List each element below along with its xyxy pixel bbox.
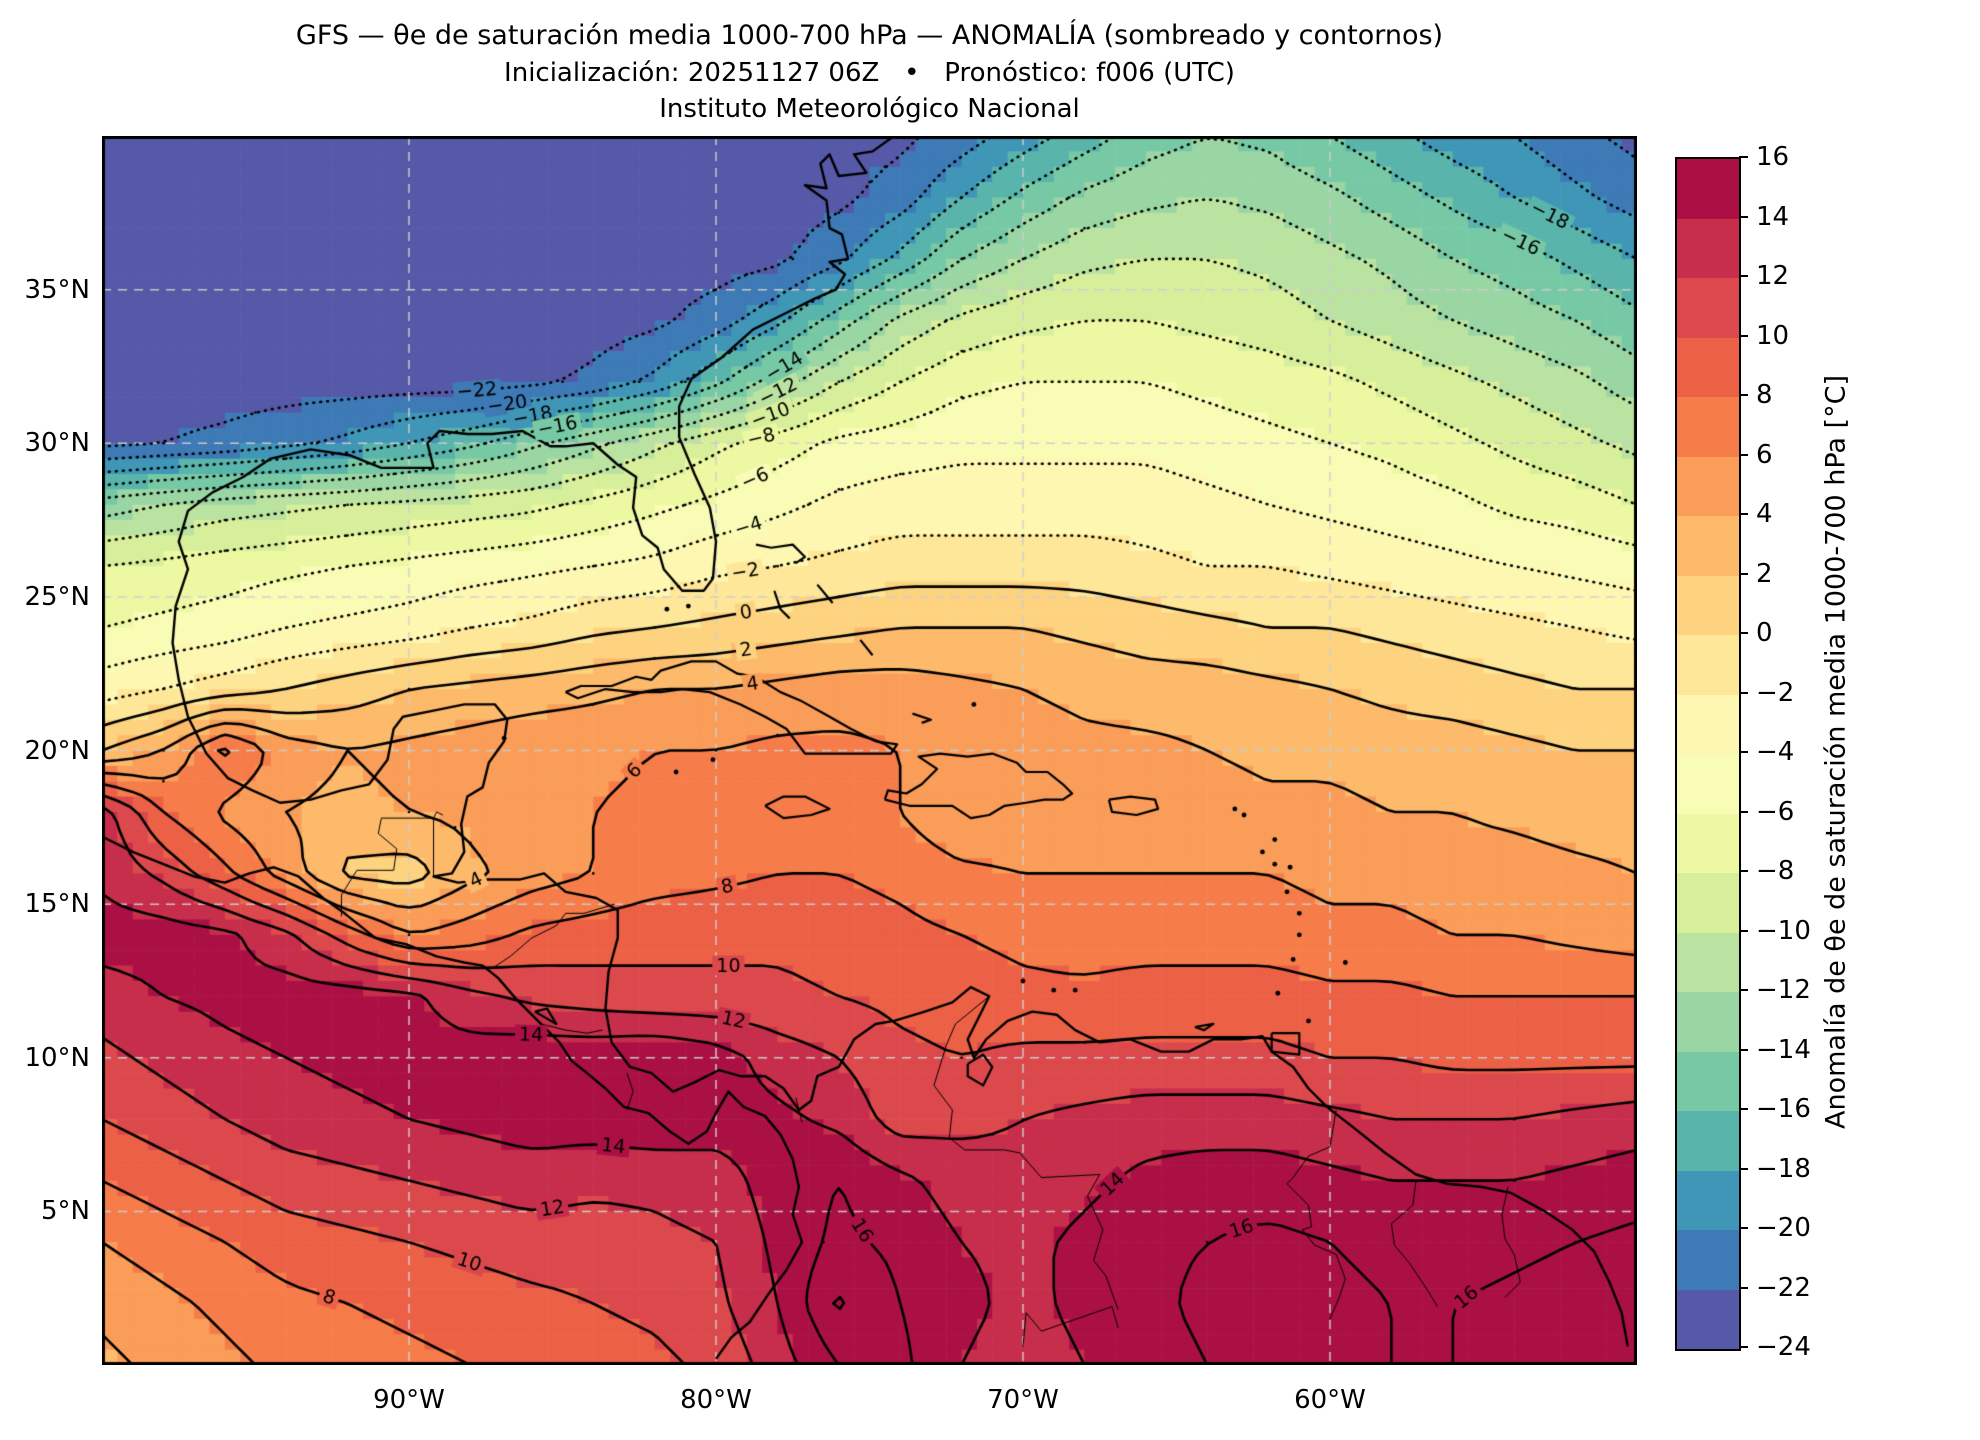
- cbar-band: [1677, 575, 1739, 635]
- cbar-band: [1677, 813, 1739, 873]
- cbar-tick-label: −8: [1756, 856, 1795, 886]
- cbar-tick-label: 8: [1756, 380, 1773, 410]
- cbar-tick: [1739, 929, 1748, 932]
- cbar-band: [1677, 1230, 1739, 1290]
- cbar-tick-label: 2: [1756, 558, 1773, 589]
- cbar-band: [1677, 1289, 1739, 1349]
- cbar-tick: [1739, 513, 1748, 515]
- cbar-tick-label: −2: [1756, 677, 1795, 708]
- cbar-tick-label: 10: [1756, 320, 1790, 351]
- y-tick-label: 20°N: [24, 735, 90, 766]
- cbar-tick-label: −24: [1756, 1332, 1811, 1362]
- cbar-tick-label: 12: [1756, 261, 1790, 291]
- cbar-tick-label: 4: [1756, 499, 1773, 529]
- cbar-band: [1677, 932, 1739, 992]
- y-tick-label: 5°N: [41, 1196, 90, 1227]
- cbar-tick-label: −22: [1756, 1272, 1811, 1303]
- cbar-band: [1677, 1170, 1739, 1230]
- colorbar-label: Anomalía de θe de saturación media 1000-…: [1820, 375, 1852, 1129]
- cbar-band: [1677, 1051, 1739, 1111]
- cbar-band: [1677, 1111, 1739, 1171]
- cbar-tick-label: 14: [1756, 201, 1790, 232]
- colorbar: [1675, 157, 1741, 1351]
- x-tick-label: 60°W: [1294, 1385, 1366, 1415]
- cbar-tick: [1739, 215, 1748, 218]
- cbar-tick-label: 6: [1756, 439, 1773, 470]
- cbar-tick: [1739, 572, 1748, 575]
- cbar-band: [1677, 159, 1739, 219]
- cbar-band: [1677, 516, 1739, 576]
- cbar-tick: [1739, 810, 1748, 813]
- y-tick-label: 15°N: [24, 889, 90, 920]
- cbar-tick: [1739, 156, 1748, 158]
- x-tick-label: 70°W: [987, 1385, 1059, 1415]
- cbar-tick: [1739, 453, 1748, 456]
- cbar-band: [1677, 456, 1739, 516]
- cbar-tick: [1739, 394, 1748, 396]
- cbar-tick: [1739, 1108, 1748, 1110]
- cbar-band: [1677, 278, 1739, 338]
- cbar-tick: [1739, 1048, 1748, 1051]
- institution-line: Instituto Meteorológico Nacional: [659, 94, 1080, 124]
- x-tick-label: 90°W: [373, 1385, 445, 1415]
- cbar-tick: [1739, 1346, 1748, 1348]
- cbar-tick: [1739, 1167, 1748, 1170]
- cbar-tick: [1739, 870, 1748, 872]
- y-tick-label: 25°N: [24, 581, 90, 612]
- cbar-tick-label: 16: [1756, 142, 1790, 172]
- cbar-tick: [1739, 1227, 1748, 1229]
- cbar-tick-label: −4: [1756, 737, 1795, 767]
- map-canvas: [102, 136, 1637, 1365]
- y-tick-label: 35°N: [24, 274, 90, 305]
- cbar-band: [1677, 218, 1739, 278]
- cbar-band: [1677, 873, 1739, 933]
- x-tick-label: 80°W: [680, 1385, 752, 1415]
- page-title: GFS — θe de saturación media 1000-700 hP…: [295, 20, 1444, 51]
- cbar-tick-label: −16: [1756, 1094, 1811, 1124]
- cbar-tick-label: 0: [1756, 618, 1773, 648]
- cbar-band: [1677, 694, 1739, 754]
- y-tick-label: 10°N: [24, 1042, 90, 1073]
- cbar-tick: [1739, 632, 1748, 634]
- cbar-tick-label: −6: [1756, 796, 1795, 827]
- page-subtitle: Inicialización: 20251127 06Z • Pronóstic…: [504, 58, 1235, 88]
- cbar-tick-label: −20: [1756, 1213, 1811, 1243]
- cbar-band: [1677, 337, 1739, 397]
- cbar-band: [1677, 635, 1739, 695]
- cbar-tick: [1739, 691, 1748, 694]
- cbar-tick: [1739, 751, 1748, 753]
- cbar-tick: [1739, 275, 1748, 277]
- cbar-tick-label: −12: [1756, 975, 1811, 1005]
- cbar-tick: [1739, 334, 1748, 337]
- y-tick-label: 30°N: [24, 428, 90, 459]
- cbar-tick-label: −18: [1756, 1153, 1811, 1184]
- map-plot: [102, 136, 1637, 1365]
- cbar-tick-label: −14: [1756, 1034, 1811, 1065]
- cbar-tick-label: −10: [1756, 915, 1811, 946]
- cbar-band: [1677, 397, 1739, 457]
- cbar-tick: [1739, 989, 1748, 991]
- cbar-tick: [1739, 1286, 1748, 1289]
- cbar-band: [1677, 992, 1739, 1052]
- cbar-band: [1677, 754, 1739, 814]
